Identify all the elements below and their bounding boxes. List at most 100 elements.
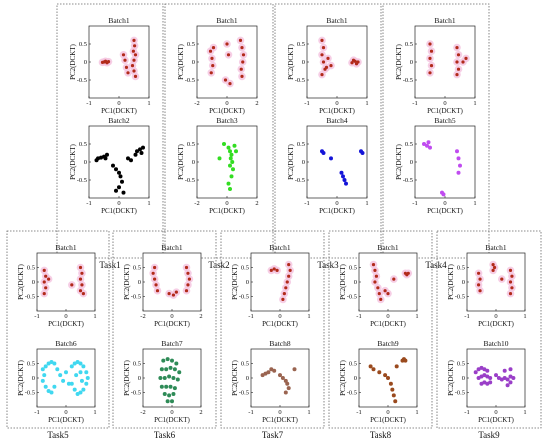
data-point	[226, 145, 231, 150]
y-axis-label: PC2(DCKT)	[339, 359, 347, 395]
x-tick-label: 0	[386, 313, 389, 320]
y-tick-label: -0.5	[455, 390, 465, 397]
data-point	[228, 82, 232, 86]
y-tick-label: 0	[354, 375, 357, 382]
data-point	[170, 399, 174, 404]
data-point	[81, 292, 85, 296]
y-tick-label: 0	[246, 375, 249, 382]
data-point	[234, 149, 238, 154]
y-tick-label: -0.5	[239, 390, 249, 397]
x-tick-label: 1	[523, 409, 526, 416]
data-point	[269, 268, 273, 272]
x-tick-label: -1	[356, 409, 361, 416]
data-point	[66, 381, 71, 386]
x-tick-label: 1	[147, 200, 150, 207]
x-tick-label: -1	[248, 409, 253, 416]
data-point	[368, 364, 373, 369]
data-point	[165, 399, 170, 404]
data-point	[158, 376, 163, 380]
data-point	[49, 390, 54, 395]
plot-area	[196, 125, 258, 199]
data-point	[43, 364, 48, 369]
task-panel-5: Task5 Batch1 -1 0 1 0.5 0 -0.5 PC1(DCKT) PC2(DCKT…	[6, 230, 110, 440]
data-point	[320, 53, 324, 57]
data-point	[99, 155, 103, 160]
data-point	[80, 271, 84, 275]
data-point	[232, 143, 237, 148]
data-point	[167, 393, 172, 398]
subplot-batch4: Batch4 -1 0 1 0.5 0 -0.5 PC1(DCKT) PC2(DCKT)	[287, 116, 369, 215]
data-point	[172, 386, 177, 391]
subplot-title: Batch3	[216, 116, 237, 125]
subplot-title: Batch9	[377, 339, 398, 348]
task-label: Task3	[317, 260, 339, 270]
data-point	[228, 187, 232, 191]
y-tick-label: 0.5	[187, 141, 195, 148]
y-axis-label: PC2(DCKT)	[177, 143, 185, 179]
data-point	[141, 145, 145, 150]
data-point	[500, 277, 504, 281]
x-axis-label: PC1(DCKT)	[478, 320, 514, 328]
x-tick-label: 0	[170, 313, 173, 320]
task-frame	[112, 230, 217, 429]
data-point	[488, 376, 493, 380]
x-tick-label: 1	[365, 100, 368, 107]
data-point	[428, 42, 432, 46]
x-tick-label: -2	[194, 100, 199, 107]
subplot-title: Batch10	[484, 339, 509, 348]
y-axis-label: PC2(DCKT)	[287, 43, 295, 79]
x-axis-label: PC1(DCKT)	[101, 207, 137, 215]
data-point	[184, 289, 189, 293]
task-panel-7: Task7 Batch1 -1 0 1 0.5 0 -0.5 PC1(DCKT) PC2(DCKT…	[220, 230, 325, 440]
data-point	[58, 373, 63, 378]
data-point	[70, 283, 74, 287]
data-point	[383, 373, 388, 378]
y-tick-label: 0	[32, 375, 35, 382]
y-tick-label: 0.5	[241, 361, 249, 368]
data-point	[139, 151, 144, 155]
data-point	[78, 289, 83, 293]
y-tick-label: 0	[138, 279, 141, 286]
x-tick-label: -1	[34, 313, 39, 320]
x-tick-label: -1	[86, 100, 91, 107]
subplot-batch1: Batch1 -1 0 1 0.5 0 -0.5 PC1(DCKT) PC2(DCKT)	[287, 16, 369, 115]
data-point	[211, 64, 215, 68]
x-tick-label: 0	[386, 409, 389, 416]
data-point	[376, 286, 380, 290]
subplot-batch9: Batch9 -1 0 1 0.5 0 -0.5 PC1(DCKT) PC2(DCKT)	[339, 339, 419, 424]
x-tick-label: 0	[117, 200, 120, 207]
task-label: Task5	[47, 430, 69, 440]
y-tick-label: 0	[462, 375, 465, 382]
x-axis-label: PC1(DCKT)	[262, 320, 298, 328]
data-point	[132, 38, 136, 43]
data-point	[129, 158, 133, 163]
y-tick-label: -0.5	[77, 77, 87, 84]
x-tick-label: -1	[304, 100, 309, 107]
subplot-title: Batch6	[55, 339, 76, 348]
data-point	[272, 368, 277, 373]
data-point	[502, 368, 507, 373]
y-tick-label: -0.5	[347, 390, 357, 397]
data-point	[168, 384, 173, 389]
data-point	[84, 381, 89, 386]
data-point	[96, 156, 100, 161]
data-point	[64, 370, 68, 375]
data-point	[114, 167, 118, 172]
data-point	[241, 60, 245, 64]
y-tick-label: 0.5	[457, 265, 465, 272]
data-point	[422, 142, 426, 146]
task-panel-6: Task6 Batch1 -2 0 2 0.5 0 -0.5 PC1(DCKT) PC2(DCKT…	[112, 230, 217, 440]
data-point	[162, 391, 167, 396]
x-tick-label: 1	[93, 313, 96, 320]
y-tick-label: 0.5	[405, 41, 413, 48]
data-point	[508, 292, 513, 296]
data-point	[171, 391, 176, 396]
y-tick-label: 0.5	[241, 265, 249, 272]
task-label: Task2	[208, 260, 229, 270]
data-point	[508, 380, 513, 385]
y-axis-label: PC2(DCKT)	[395, 143, 403, 179]
subplot-title: Batch1	[434, 16, 455, 25]
data-point	[100, 60, 105, 64]
data-point	[228, 156, 233, 161]
